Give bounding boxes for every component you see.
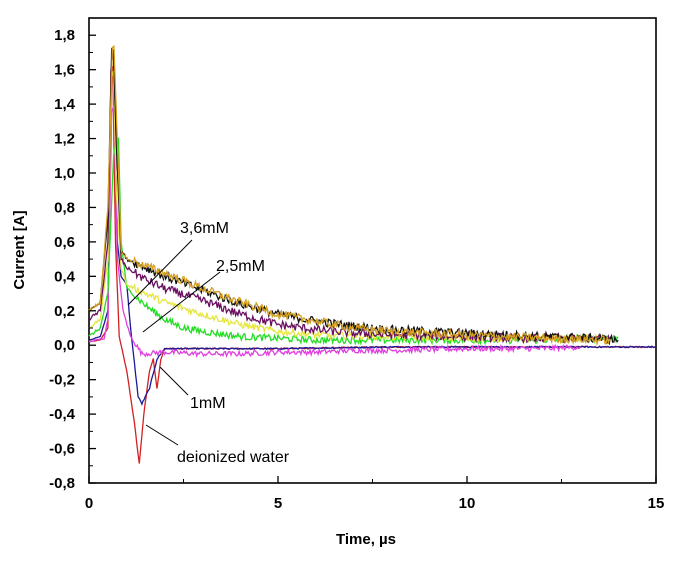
x-tick-label: 0: [85, 495, 93, 512]
y-tick-label: 1,0: [54, 165, 75, 182]
y-tick-label: 0,2: [54, 303, 75, 320]
arrow-2-5mM: [142, 271, 221, 333]
y-tick-label: 0,0: [54, 337, 75, 354]
y-tick-label: 0,8: [54, 199, 75, 216]
annotation-2-5mM: 2,5mM: [216, 258, 265, 275]
series-line-8: [88, 44, 611, 347]
y-tick-label: -0,4: [49, 406, 76, 423]
x-axis: 0 5 10 15: [85, 476, 665, 512]
y-tick-label: -0,6: [49, 441, 75, 458]
arrow-3-6mM: [127, 239, 193, 306]
y-tick-label: 1,6: [54, 62, 75, 79]
y-tick-label: 0,4: [54, 268, 76, 285]
series-line-5: [88, 68, 600, 344]
y-tick-label: 1,2: [54, 131, 75, 148]
annotation-deionized-water: deionized water: [177, 449, 290, 466]
y-tick-label: -0,8: [49, 475, 75, 492]
series-line-3: [88, 104, 581, 358]
x-tick-label: 10: [459, 495, 476, 512]
arrow-deionized-water: [145, 424, 179, 446]
y-tick-label: 1,4: [54, 96, 76, 113]
y-axis: -0,8 -0,6 -0,4 -0,2 0,0 0,2 0,4 0,6 0,8 1,0 1,2 1,4…: [49, 27, 96, 492]
x-tick-label: 15: [648, 495, 665, 512]
plot-area: [88, 17, 657, 484]
y-tick-label: -0,2: [49, 372, 75, 389]
annotations: 3,6mM 2,5mM 1mM deionized water: [127, 220, 290, 466]
y-tick-label: 1,8: [54, 27, 75, 44]
y-axis-title: Current [A]: [11, 210, 28, 289]
x-tick-label: 5: [274, 495, 282, 512]
x-axis-title: Time, µs: [336, 531, 396, 548]
arrow-1mM: [159, 366, 189, 396]
annotation-1mM: 1mM: [190, 395, 226, 412]
annotation-3-6mM: 3,6mM: [180, 220, 229, 237]
series-layer: [88, 44, 657, 464]
y-tick-label: 0,6: [54, 234, 75, 251]
